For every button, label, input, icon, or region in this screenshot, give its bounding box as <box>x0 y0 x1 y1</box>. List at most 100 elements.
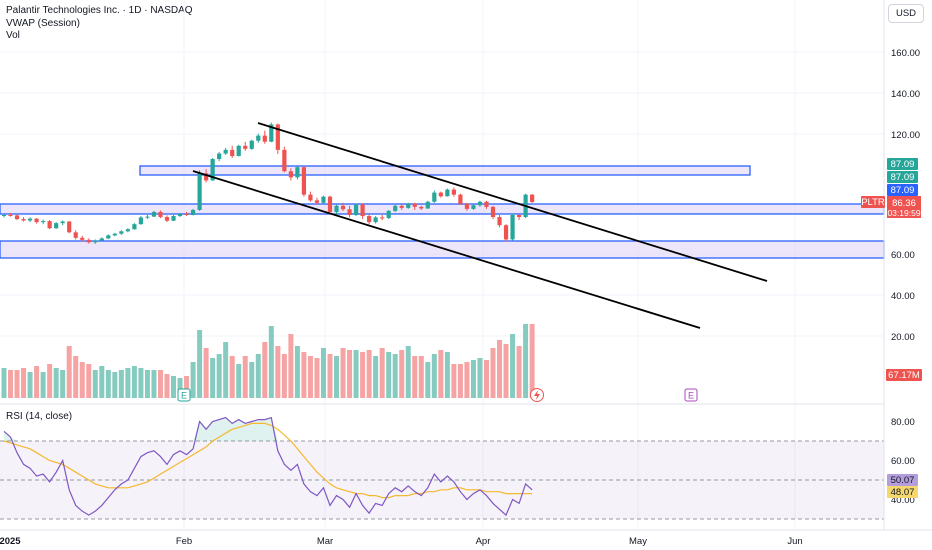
volume-bar <box>151 370 157 398</box>
candle-body <box>93 240 98 243</box>
candle-body <box>41 221 46 223</box>
symbol-title[interactable]: Palantir Technologies Inc. · 1D · NASDAQ <box>6 5 193 16</box>
volume-bar <box>418 356 424 398</box>
candle-body <box>67 221 72 233</box>
price-badge-green-2-bg <box>887 171 918 183</box>
trend-channel-lines[interactable] <box>192 122 768 329</box>
price-tick-label: 60.00 <box>891 250 915 261</box>
symbol-badge: PLTR <box>861 197 885 208</box>
volume-bar <box>60 370 66 398</box>
candle-body <box>14 215 20 220</box>
volume-bar <box>497 340 503 398</box>
candle-body <box>327 196 333 212</box>
volume-bar <box>360 352 366 398</box>
candle-body <box>451 189 456 195</box>
volume-bar <box>529 324 535 398</box>
rsi-tick-label: 60.00 <box>891 456 915 467</box>
candle-body <box>419 206 424 209</box>
volume-bar <box>177 378 183 398</box>
volume-bar <box>392 354 398 398</box>
price-badge-green-1-bg <box>887 158 918 170</box>
rsi-tick-label: 40.00 <box>891 495 915 506</box>
price-badge-green-1: 87.09 <box>891 159 915 170</box>
candle-body <box>190 209 196 215</box>
candle-body <box>484 201 489 207</box>
candle-body <box>301 167 307 195</box>
candle-body <box>54 223 59 229</box>
candle-body <box>438 192 443 197</box>
candle-body <box>164 217 170 221</box>
volume-bar <box>477 358 483 398</box>
volume-bar <box>516 346 522 398</box>
rsi-overbought-fill <box>4 417 533 441</box>
symbol-badge-bg <box>861 196 885 208</box>
price-tick-label: 20.00 <box>891 332 915 343</box>
resistance-support-zones[interactable] <box>0 165 885 259</box>
candle-body <box>432 192 437 202</box>
volume-bar <box>490 348 496 398</box>
time-label: Feb <box>176 536 192 547</box>
candle-body <box>367 216 372 223</box>
zone-rect-1 <box>139 165 751 176</box>
volume-bar <box>334 356 340 398</box>
candle-body <box>262 135 267 142</box>
rsi-value-badge: 50.07 <box>891 475 915 486</box>
candle-body <box>458 194 463 204</box>
volume-bar <box>327 354 333 398</box>
candle-body <box>353 204 359 215</box>
candle-body <box>204 173 209 181</box>
volume-bar <box>379 348 385 398</box>
volume-indicator-label[interactable]: Vol <box>6 30 20 41</box>
volume-bar <box>457 364 463 398</box>
rsi-pane[interactable]: RSI (14, close) <box>0 403 884 520</box>
volume-bar <box>99 366 105 398</box>
earnings-marker-label: E <box>688 391 694 401</box>
volume-bar <box>197 330 203 398</box>
price-tick-label: 120.00 <box>891 130 920 141</box>
candle-body <box>223 149 228 154</box>
volume-bar <box>353 350 359 398</box>
volume-bar <box>1 368 7 398</box>
volume-badge: 67.17M <box>888 370 920 381</box>
candle-body <box>269 124 274 142</box>
volume-bar <box>255 354 261 398</box>
candle-body <box>249 140 254 149</box>
vwap-indicator-label[interactable]: VWAP (Session) <box>6 17 80 29</box>
candle-body <box>295 167 300 178</box>
volume-bar <box>125 368 131 398</box>
volume-bar <box>216 354 222 398</box>
volume-bar <box>275 346 281 398</box>
volume-bar <box>294 346 300 398</box>
candle-body <box>314 200 320 203</box>
candle-body <box>516 215 522 218</box>
volume-bar <box>425 362 431 398</box>
rsi-line <box>3 416 533 517</box>
zone-rect-3 <box>0 240 885 259</box>
volume-bar <box>399 350 405 398</box>
time-label: May <box>629 536 647 547</box>
volume-bar <box>14 370 20 398</box>
candle-body <box>217 153 222 160</box>
channel-upper-line <box>257 122 768 282</box>
currency-button[interactable]: USD <box>888 4 924 23</box>
rsi-ma-badge-bg <box>887 486 918 498</box>
volume-bar <box>320 348 326 398</box>
volume-bar <box>405 346 411 398</box>
volume-bar <box>373 356 379 398</box>
candle-body <box>158 211 163 218</box>
price-tick-label: 140.00 <box>891 89 920 100</box>
candle-body <box>321 196 326 203</box>
volume-bars <box>1 324 535 398</box>
volume-bar <box>281 354 287 398</box>
time-label: Mar <box>317 536 333 547</box>
volume-bar <box>386 352 392 398</box>
candle-body <box>138 217 144 225</box>
time-axis[interactable]: 2025 Feb Mar Apr May Jun <box>0 529 932 547</box>
candle-body <box>386 210 391 219</box>
price-axis[interactable]: 160.00 140.00 120.00 60.00 40.00 20.00 80.00 60… <box>861 0 922 530</box>
volume-bar <box>112 372 118 398</box>
channel-lower-line <box>192 170 701 329</box>
candle-body <box>393 205 398 211</box>
